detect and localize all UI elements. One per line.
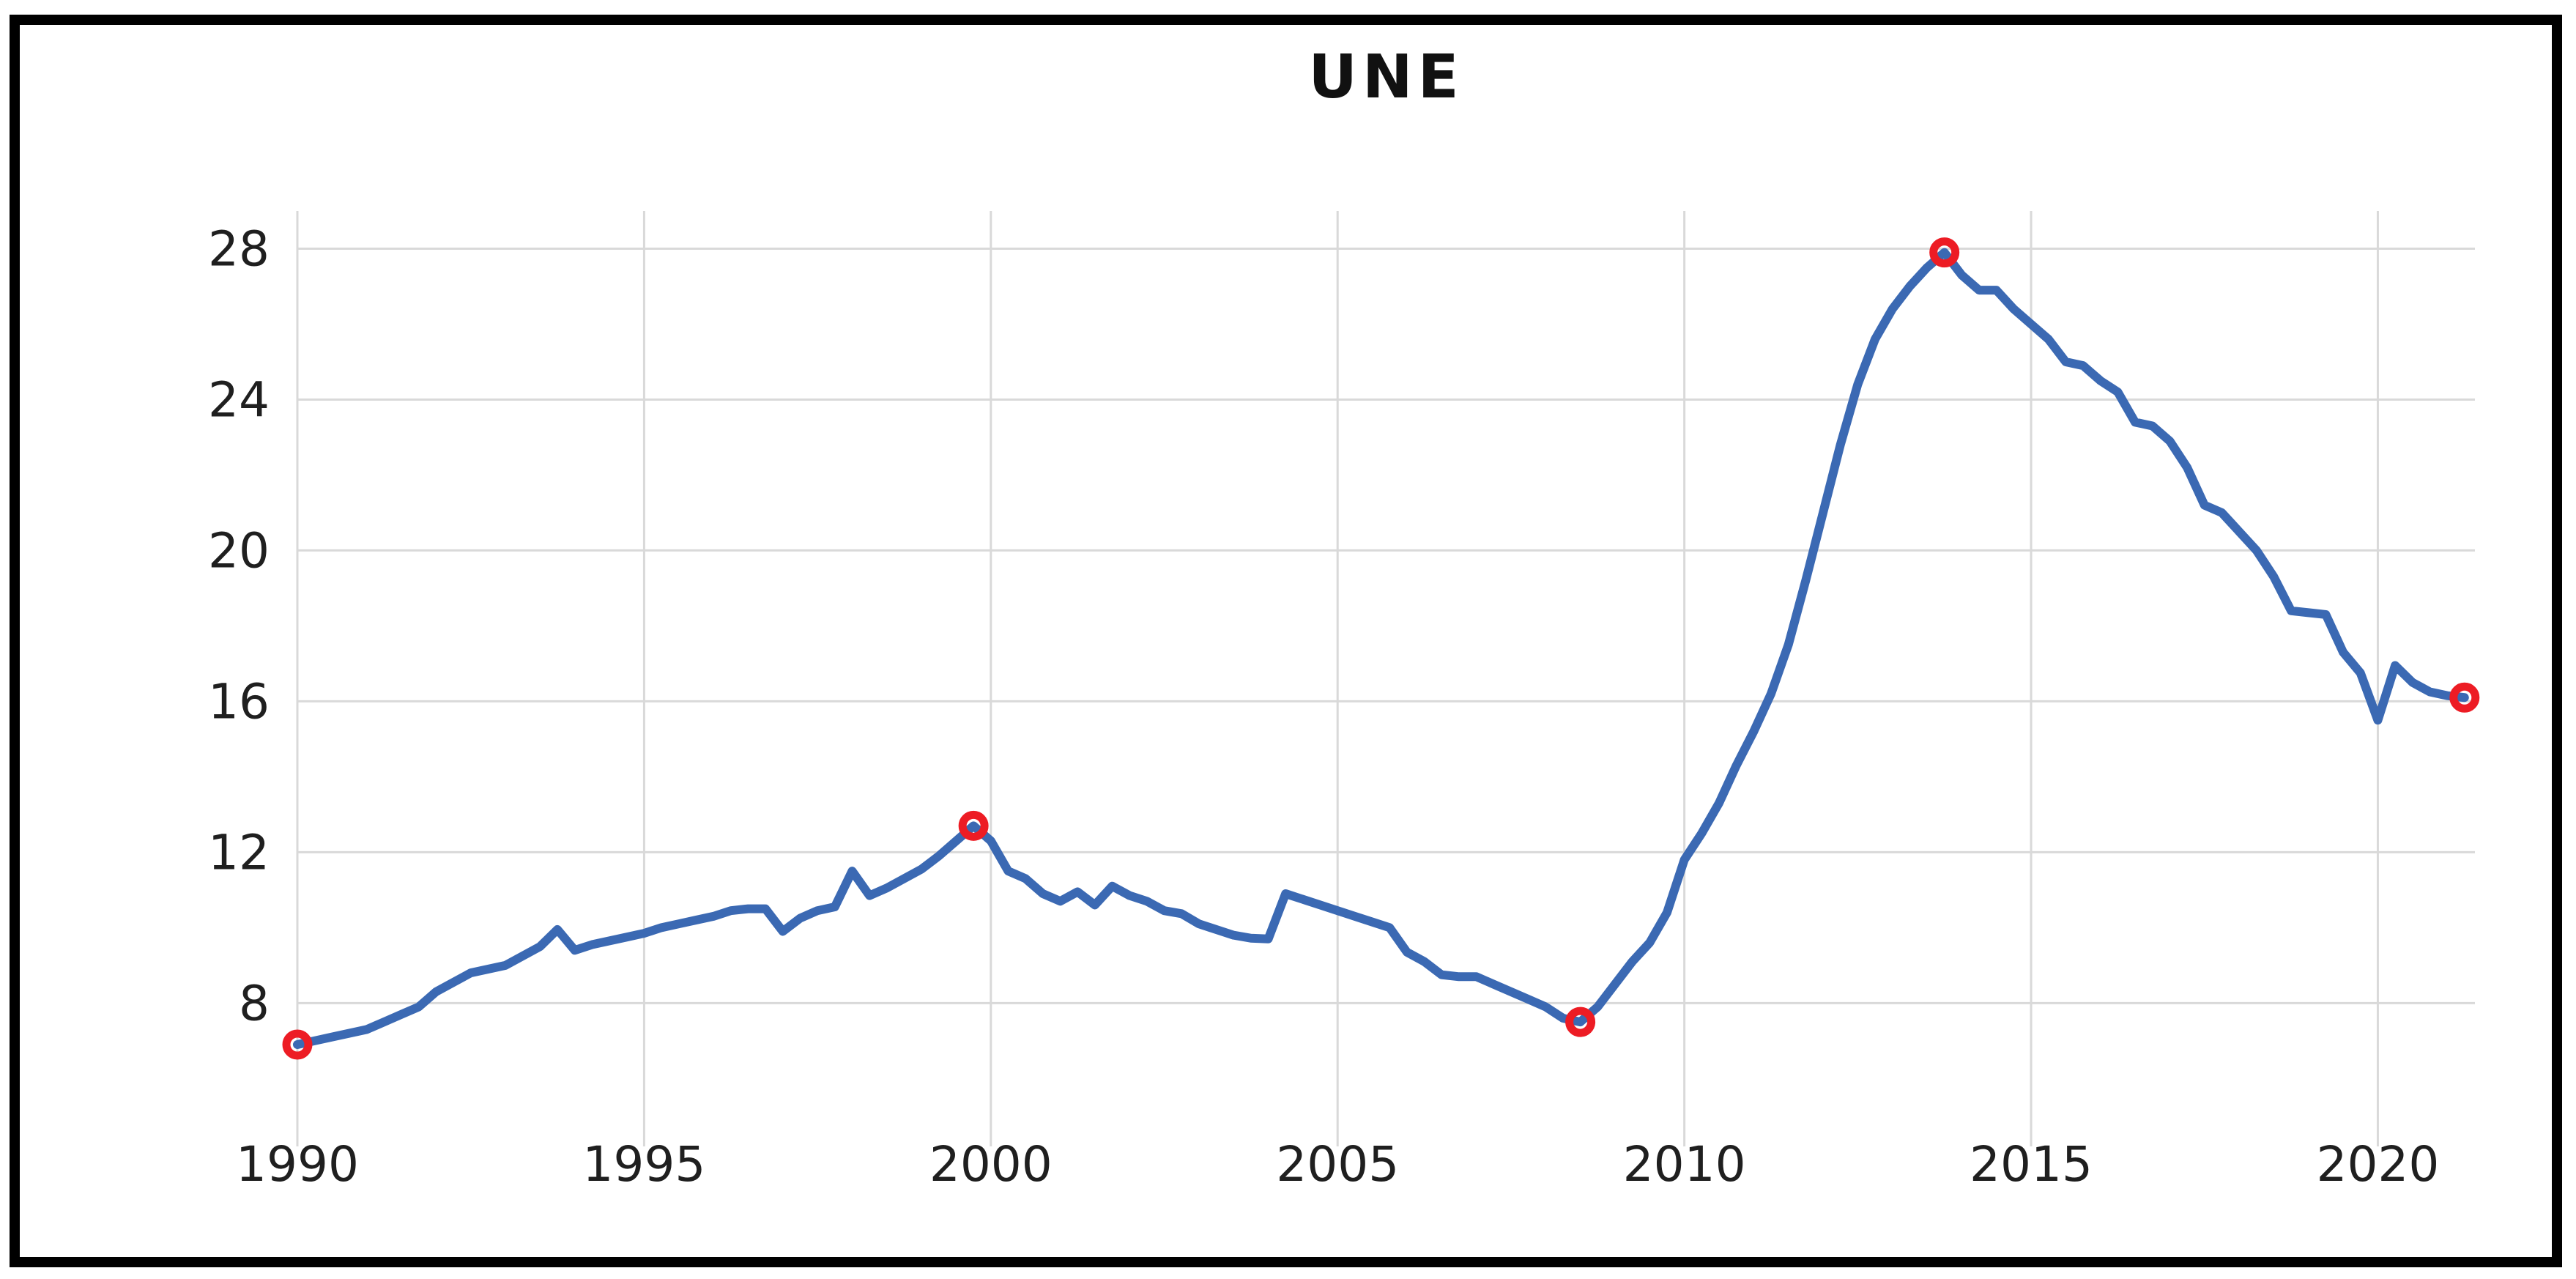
y-axis-tick-label: 16 [208,673,270,730]
x-axis-tick-label: 2010 [1623,1136,1746,1193]
x-axis-tick-label: 2005 [1276,1136,1399,1193]
x-axis-tick-label: 1995 [582,1136,705,1193]
x-axis-tick-label: 1990 [236,1136,359,1193]
x-axis-tick-label: 2020 [2316,1136,2439,1193]
y-axis-tick-label: 12 [208,824,270,881]
chart-title: UNE [1308,42,1464,112]
highlight-marker [1929,237,1960,268]
une-line-series [293,248,2469,1049]
x-axis-tick-label: 2000 [929,1136,1053,1193]
highlight-marker [2449,682,2480,713]
chart-outer-border [10,15,2562,1267]
y-axis-tick-label: 24 [208,371,270,428]
x-axis-tick-label: 2015 [1970,1136,2093,1193]
highlight-marker [958,810,989,841]
y-axis-tick-label: 20 [208,522,270,579]
highlight-marker [282,1029,313,1060]
y-axis-tick-label: 28 [208,220,270,277]
y-axis-tick-label: 8 [239,975,270,1031]
highlight-marker [1565,1006,1596,1037]
